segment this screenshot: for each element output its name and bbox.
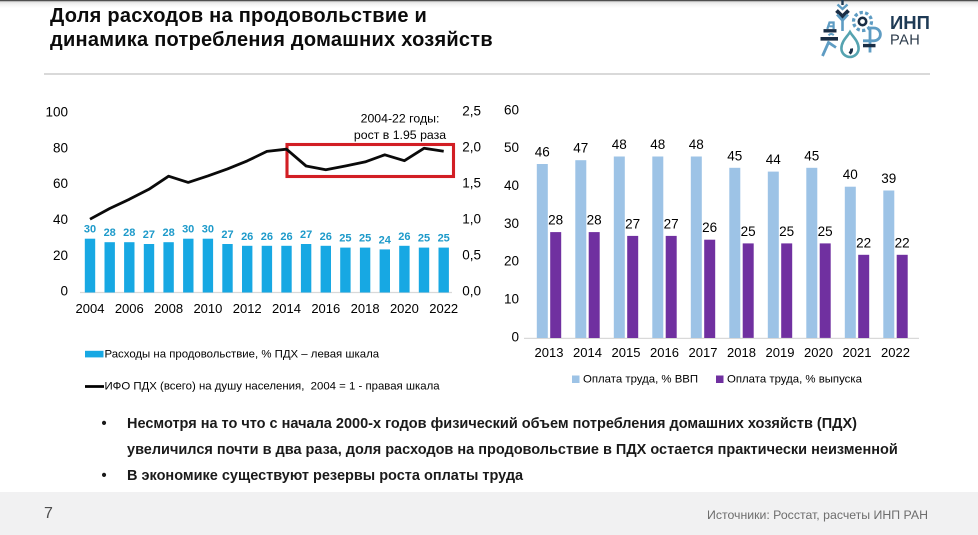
svg-text:25: 25 (779, 224, 794, 239)
svg-text:26: 26 (261, 231, 273, 243)
svg-text:2010: 2010 (193, 301, 222, 316)
svg-text:2017: 2017 (689, 345, 718, 360)
svg-text:100: 100 (45, 105, 68, 120)
svg-text:28: 28 (162, 227, 174, 239)
svg-text:48: 48 (689, 137, 704, 152)
svg-text:ИФО ПДХ (всего) на душу населе: ИФО ПДХ (всего) на душу населения, 2004 … (105, 381, 441, 393)
svg-text:27: 27 (300, 229, 312, 241)
svg-text:2004: 2004 (76, 301, 105, 316)
svg-text:25: 25 (359, 233, 371, 245)
svg-text:25: 25 (418, 233, 430, 245)
svg-text:0,5: 0,5 (462, 248, 481, 263)
svg-text:40: 40 (53, 212, 68, 227)
svg-text:27: 27 (221, 229, 233, 241)
svg-text:27: 27 (664, 216, 679, 231)
svg-text:2,5: 2,5 (462, 104, 481, 119)
svg-text:22: 22 (856, 235, 871, 250)
svg-text:40: 40 (504, 178, 519, 193)
svg-text:2016: 2016 (311, 301, 340, 316)
svg-text:30: 30 (504, 216, 519, 231)
svg-text:2,0: 2,0 (462, 140, 481, 155)
svg-text:48: 48 (650, 137, 665, 152)
svg-text:39: 39 (881, 171, 896, 186)
svg-text:45: 45 (804, 148, 819, 163)
svg-text:80: 80 (53, 140, 68, 155)
svg-text:60: 60 (53, 176, 68, 191)
svg-text:46: 46 (535, 145, 550, 160)
svg-text:50: 50 (504, 140, 519, 155)
svg-text:Оплата труда, % выпуска: Оплата труда, % выпуска (727, 373, 863, 385)
svg-text:2008: 2008 (154, 301, 183, 316)
svg-text:26: 26 (320, 231, 332, 243)
svg-text:2014: 2014 (573, 345, 602, 360)
svg-text:25: 25 (741, 224, 756, 239)
svg-text:рост в 1.95 раза: рост в 1.95 раза (354, 128, 446, 142)
svg-text:28: 28 (104, 227, 116, 239)
svg-text:2014: 2014 (272, 301, 301, 316)
svg-text:20: 20 (53, 248, 68, 263)
svg-text:30: 30 (84, 224, 96, 236)
svg-text:20: 20 (504, 254, 519, 269)
svg-text:47: 47 (573, 141, 588, 156)
svg-text:2021: 2021 (843, 345, 872, 360)
svg-text:2019: 2019 (766, 345, 795, 360)
svg-text:26: 26 (280, 231, 292, 243)
svg-text:2004-22 годы:: 2004-22 годы: (361, 112, 440, 126)
svg-text:40: 40 (843, 167, 858, 182)
svg-text:2022: 2022 (429, 301, 458, 316)
svg-text:28: 28 (587, 213, 602, 228)
svg-text:28: 28 (123, 227, 135, 239)
svg-text:РАН: РАН (890, 33, 920, 49)
svg-text:0: 0 (60, 284, 68, 299)
svg-text:26: 26 (702, 220, 717, 235)
svg-text:2006: 2006 (115, 301, 144, 316)
svg-text:0: 0 (511, 329, 519, 344)
svg-text:2022: 2022 (881, 345, 910, 360)
svg-text:25: 25 (339, 233, 351, 245)
svg-text:10: 10 (504, 292, 519, 307)
svg-text:2012: 2012 (233, 301, 262, 316)
svg-text:2016: 2016 (650, 345, 679, 360)
svg-text:44: 44 (766, 152, 782, 167)
svg-text:2015: 2015 (612, 345, 641, 360)
svg-text:60: 60 (504, 102, 519, 117)
svg-text:25: 25 (818, 224, 833, 239)
svg-text:30: 30 (202, 224, 214, 236)
svg-text:26: 26 (241, 231, 253, 243)
svg-text:2020: 2020 (390, 301, 419, 316)
svg-text:Расходы на продовольствие, % П: Расходы на продовольствие, % ПДХ – левая… (105, 349, 380, 361)
svg-text:2020: 2020 (804, 345, 833, 360)
svg-text:48: 48 (612, 137, 627, 152)
svg-text:24: 24 (379, 234, 392, 246)
svg-text:30: 30 (182, 224, 194, 236)
svg-text:1,5: 1,5 (462, 176, 481, 191)
svg-text:Оплата труда, % ВВП: Оплата труда, % ВВП (583, 373, 698, 385)
svg-text:27: 27 (625, 216, 640, 231)
svg-text:45: 45 (727, 148, 742, 163)
svg-text:2013: 2013 (535, 345, 564, 360)
svg-text:25: 25 (438, 233, 450, 245)
svg-text:26: 26 (398, 231, 410, 243)
svg-text:28: 28 (548, 213, 563, 228)
svg-text:2018: 2018 (727, 345, 756, 360)
svg-text:27: 27 (143, 229, 155, 241)
svg-text:2018: 2018 (351, 301, 380, 316)
svg-text:0,0: 0,0 (462, 284, 481, 299)
svg-text:ИНП: ИНП (890, 12, 930, 33)
svg-text:1,0: 1,0 (462, 212, 481, 227)
svg-text:22: 22 (895, 235, 910, 250)
